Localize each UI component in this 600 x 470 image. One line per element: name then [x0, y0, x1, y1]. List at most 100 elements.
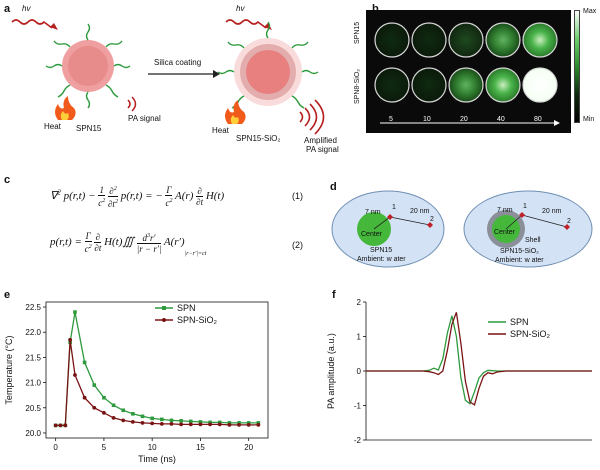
center-label: Center	[494, 229, 516, 236]
y-tick-label: 22.5	[25, 303, 41, 312]
distance-label: 7 nm	[365, 209, 381, 216]
y-tick-label: 1	[357, 333, 362, 342]
concentration-label: 40	[497, 116, 505, 123]
equation-2-number: (2)	[292, 240, 303, 250]
x-tick-label: 10	[148, 443, 157, 452]
data-point	[217, 422, 222, 427]
data-point	[63, 423, 68, 428]
hv-label: hv	[236, 4, 245, 13]
data-point	[246, 421, 251, 425]
data-point	[102, 395, 106, 400]
data-point	[188, 422, 193, 427]
data-point	[92, 405, 97, 410]
concentration-label: 80	[534, 116, 542, 123]
data-point	[208, 422, 212, 427]
point-label: 2	[430, 216, 434, 223]
legend-label: SPN-SiO₂	[510, 329, 551, 339]
ambient-label: Ambient: w ater	[357, 256, 406, 263]
data-point	[179, 419, 183, 423]
spn15-sio2-particle	[217, 21, 319, 109]
data-point	[73, 373, 77, 377]
data-point	[130, 419, 135, 424]
particle-name-label: SPN15	[370, 247, 393, 254]
point-label: 1	[523, 203, 527, 210]
y-tick-label: -2	[354, 436, 362, 445]
spn15-particle	[45, 23, 131, 109]
series-line-1	[55, 311, 259, 427]
pa-image-panel	[366, 10, 571, 133]
data-point	[237, 421, 241, 425]
data-point	[198, 422, 203, 427]
data-point	[121, 418, 126, 423]
y-tick-label: 0	[357, 367, 362, 376]
y-tick-label: 21.5	[25, 353, 41, 362]
data-point	[68, 337, 73, 342]
pa-amplitude-chart: -2 -1 0 1 2 PA amplitude (a.u.) SPN SPN-SiO₂	[326, 298, 592, 445]
data-point	[82, 360, 87, 365]
data-point	[160, 417, 164, 422]
data-point	[169, 418, 174, 423]
row-label-spn15: SPN15	[354, 21, 361, 44]
data-point	[150, 421, 155, 426]
y-tick-label: 20.5	[25, 404, 41, 413]
panel-label-c: c	[4, 174, 11, 186]
concentration-label: 5	[389, 116, 393, 123]
silica-coating-label: Silica coating	[154, 58, 202, 67]
particle-name-label: SPN15-SiO₂	[500, 248, 539, 255]
data-point	[246, 423, 251, 427]
data-point	[198, 420, 203, 424]
data-point	[82, 395, 87, 400]
point-label: 2	[567, 218, 571, 225]
series-line-2	[55, 339, 259, 427]
concentration-label: 20	[460, 116, 468, 123]
shell-label: Shell	[525, 237, 541, 244]
x-axis-label: Time (ns)	[138, 454, 176, 464]
x-tick-label: 0	[53, 443, 58, 452]
series-line-2	[366, 312, 592, 406]
point-1-marker	[387, 214, 393, 220]
data-point	[188, 419, 193, 424]
flame-icon	[225, 100, 246, 124]
data-point	[121, 408, 126, 413]
point-2-marker	[564, 224, 570, 230]
data-point	[256, 421, 261, 425]
panel-label-d: d	[330, 181, 337, 193]
data-point	[58, 423, 63, 428]
data-point	[73, 310, 77, 314]
light-wave-icon	[11, 19, 53, 29]
legend-marker	[162, 318, 166, 322]
panel-label-b: b	[372, 3, 379, 15]
data-point	[208, 420, 212, 425]
pa-wells	[374, 22, 560, 126]
amplified-pa-signal-icon	[299, 99, 325, 135]
spn15-label: SPN15	[76, 124, 102, 133]
data-point	[237, 423, 241, 427]
data-point	[227, 423, 232, 427]
amplified-label: Amplified	[304, 136, 337, 145]
center-label: Center	[361, 231, 383, 238]
point-1-marker	[519, 212, 525, 218]
data-point	[92, 383, 97, 387]
pa-signal-label: PA signal	[128, 114, 161, 123]
y-tick-label: 2	[357, 298, 362, 307]
colorbar	[574, 10, 580, 123]
x-tick-label: 5	[102, 443, 107, 452]
data-point	[169, 421, 174, 426]
data-point	[140, 420, 145, 425]
data-point	[53, 423, 58, 428]
data-point	[217, 420, 222, 425]
heat-label: Heat	[212, 126, 229, 135]
hv-label: hv	[22, 4, 31, 13]
x-tick-label: 20	[244, 443, 253, 452]
legend-marker	[162, 306, 166, 310]
light-wave-icon	[225, 19, 267, 29]
data-point	[150, 416, 154, 421]
y-tick-label: 22.0	[25, 328, 41, 337]
y-axis-label: PA amplitude (a.u.)	[326, 333, 336, 409]
data-point	[111, 415, 116, 420]
flame-icon	[55, 96, 76, 120]
colorbar-min-label: Min	[583, 116, 595, 123]
legend-label: SPN	[177, 303, 196, 313]
equation-1-number: (1)	[292, 191, 303, 201]
panel-a-illustration	[11, 19, 325, 135]
